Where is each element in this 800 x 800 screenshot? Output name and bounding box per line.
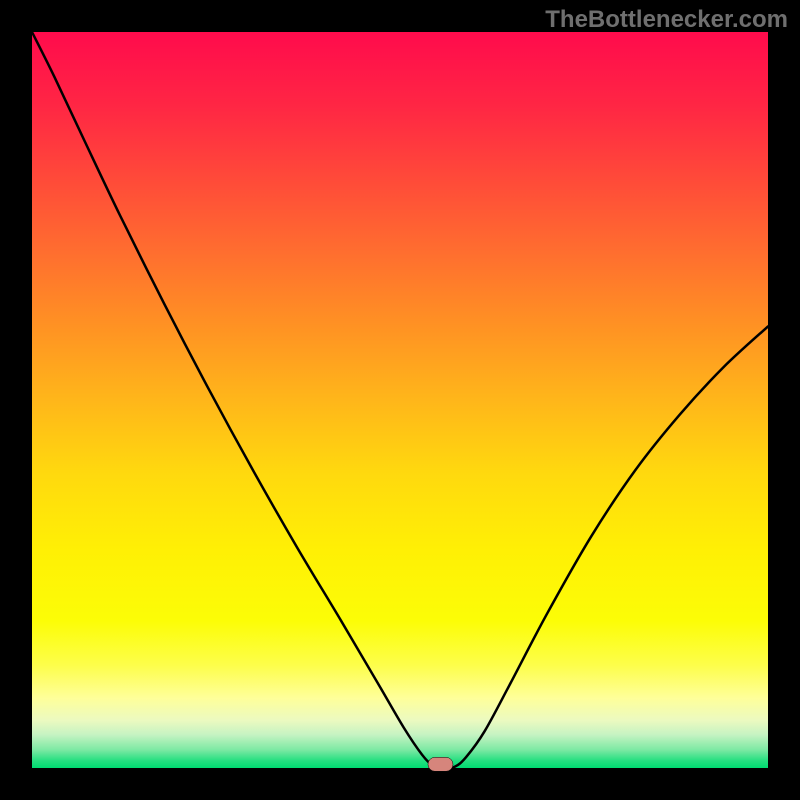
watermark-text: TheBottlenecker.com — [545, 6, 788, 34]
plot-background — [32, 32, 768, 768]
bottleneck-chart — [0, 0, 800, 800]
optimum-marker — [428, 757, 453, 771]
